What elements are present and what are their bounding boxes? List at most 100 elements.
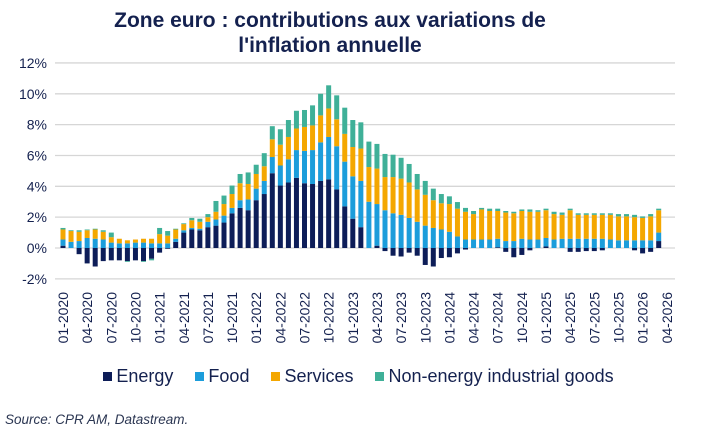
bar-segment-services xyxy=(269,139,275,158)
bar-segment-non-energy-industrial-goods xyxy=(406,163,412,183)
bar-segment-services xyxy=(495,210,501,239)
bar-segment-energy xyxy=(583,248,589,252)
bar-segment-services xyxy=(245,184,251,200)
bar-segment-food xyxy=(583,238,589,248)
bar-segment-non-energy-industrial-goods xyxy=(607,213,613,215)
bar-segment-non-energy-industrial-goods xyxy=(237,173,243,184)
bar-segment-services xyxy=(374,168,380,205)
bar-segment-non-energy-industrial-goods xyxy=(527,209,533,212)
bar-segment-non-energy-industrial-goods xyxy=(100,230,106,232)
x-tick-label: 04-2026 xyxy=(659,292,675,344)
bar-segment-services xyxy=(318,115,324,143)
legend-swatch xyxy=(103,372,113,381)
x-tick-label: 10-2024 xyxy=(514,292,530,344)
bar-segment-services xyxy=(253,173,259,189)
bar-segment-services xyxy=(181,224,187,231)
bar-segment-non-energy-industrial-goods xyxy=(624,214,629,217)
bar-segment-food xyxy=(632,240,638,248)
bar-segment-services xyxy=(277,144,283,166)
bar-segment-services xyxy=(575,214,581,239)
legend-item: Food xyxy=(195,366,249,387)
legend-label: Services xyxy=(284,366,354,386)
bar-segment-energy xyxy=(181,232,187,248)
x-tick-label: 04-2021 xyxy=(176,292,192,344)
x-tick-label: 07-2020 xyxy=(103,292,119,344)
chart-title: Zone euro : contributions aux variations… xyxy=(0,8,660,58)
bar-segment-food xyxy=(398,214,404,248)
bar-segment-non-energy-industrial-goods xyxy=(293,110,299,129)
bar-segment-services xyxy=(229,194,235,208)
bar-segment-food xyxy=(269,157,275,174)
bar-segment-services xyxy=(446,204,452,232)
x-tick-label: 10-2020 xyxy=(127,292,143,344)
bar-segment-services xyxy=(84,230,90,238)
bar-segment-services xyxy=(479,209,485,240)
bar-segment-non-energy-industrial-goods xyxy=(382,153,388,178)
bar-segment-food xyxy=(116,243,122,248)
bar-segment-food xyxy=(165,243,171,248)
x-tick-label: 01-2024 xyxy=(441,292,457,344)
bar-segment-food xyxy=(237,200,243,208)
bar-segment-services xyxy=(92,229,98,239)
bar-segment-food xyxy=(293,150,299,178)
bar-segment-food xyxy=(285,159,291,183)
bar-segment-food xyxy=(559,238,565,248)
bar-segment-energy xyxy=(318,180,324,248)
bar-segment-non-energy-industrial-goods xyxy=(92,228,98,230)
x-tick-label: 04-2023 xyxy=(369,292,385,344)
bar-segment-services xyxy=(221,204,227,216)
bar-segment-non-energy-industrial-goods xyxy=(141,261,146,262)
bar-segment-services xyxy=(310,125,316,151)
bar-segment-energy xyxy=(406,248,412,253)
bar-segment-energy xyxy=(100,248,106,262)
bar-segment-food xyxy=(173,238,179,242)
bar-segment-food xyxy=(591,238,597,248)
bar-segment-non-energy-industrial-goods xyxy=(591,213,597,215)
x-tick-label: 10-2023 xyxy=(417,292,433,344)
bar-segment-energy xyxy=(221,222,227,248)
bar-segment-food xyxy=(535,239,541,248)
bar-segment-services xyxy=(358,148,364,181)
y-tick-label: 12% xyxy=(19,55,47,71)
y-tick-label: 0% xyxy=(27,240,47,256)
bar-segment-non-energy-industrial-goods xyxy=(632,214,638,218)
bar-segment-non-energy-industrial-goods xyxy=(318,93,324,116)
bar-segment-non-energy-industrial-goods xyxy=(173,228,179,230)
bar-segment-energy xyxy=(342,206,348,248)
bar-segment-food xyxy=(221,215,227,223)
bar-segment-energy xyxy=(567,248,573,252)
bar-segment-non-energy-industrial-goods xyxy=(414,173,420,190)
bar-segment-food xyxy=(124,243,130,248)
bar-segment-food xyxy=(454,236,460,248)
bar-segment-services xyxy=(583,214,589,239)
bar-segment-services xyxy=(197,221,203,229)
bar-segment-food xyxy=(229,207,235,214)
bar-segment-energy xyxy=(60,245,66,248)
chart-title-line-1: Zone euro : contributions aux variations… xyxy=(114,9,546,32)
legend-item: Services xyxy=(271,366,353,387)
bar-segment-services xyxy=(334,119,340,147)
bar-segment-energy xyxy=(205,227,211,248)
bar-segment-non-energy-industrial-goods xyxy=(446,196,452,205)
bar-segment-food xyxy=(366,201,372,248)
bar-segment-non-energy-industrial-goods xyxy=(334,95,340,120)
bar-segment-food xyxy=(261,180,267,195)
bar-segment-non-energy-industrial-goods xyxy=(454,202,460,209)
bar-segment-non-energy-industrial-goods xyxy=(181,223,187,225)
bar-segment-energy xyxy=(326,179,332,248)
bar-segment-services xyxy=(422,194,428,226)
bar-segment-non-energy-industrial-goods xyxy=(511,211,517,214)
x-tick-label: 01-2021 xyxy=(152,292,168,344)
bar-segment-energy xyxy=(269,173,275,248)
bar-segment-services xyxy=(205,217,211,222)
bar-segment-non-energy-industrial-goods xyxy=(648,214,654,217)
bar-segment-food xyxy=(575,238,581,248)
bar-segment-services xyxy=(648,216,654,241)
bar-segment-services xyxy=(342,133,348,162)
bars xyxy=(60,85,662,267)
gridlines xyxy=(55,62,675,280)
bar-segment-non-energy-industrial-goods xyxy=(68,230,74,232)
bar-segment-food xyxy=(527,239,533,248)
bar-segment-services xyxy=(615,216,621,241)
bar-segment-food xyxy=(503,241,509,248)
